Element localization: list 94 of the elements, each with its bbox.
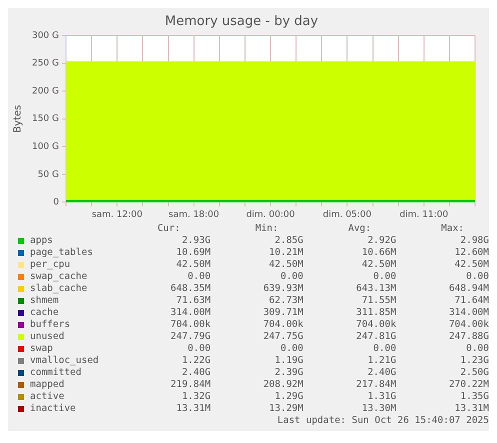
text: 0.00	[279, 271, 304, 283]
text: 648.35M	[170, 283, 211, 295]
text: 0.00	[186, 271, 211, 283]
text: 13.31M	[175, 403, 211, 415]
legend-label: unused	[30, 331, 64, 343]
text: 309.71M	[262, 307, 304, 319]
text: 1.19G	[274, 355, 304, 367]
text: 639.93M	[262, 283, 304, 295]
text: 1.21G	[366, 355, 396, 367]
text: 2.39G	[274, 367, 304, 379]
text: 71.55M	[360, 295, 396, 307]
legend-label: apps	[30, 235, 53, 247]
text: 2.92G	[366, 235, 396, 247]
text: 247.79G	[170, 331, 211, 343]
y-tick-label: 150 G	[32, 114, 60, 124]
text: 643.13M	[355, 283, 396, 295]
text: 42.50M	[175, 259, 211, 271]
text: 219.84M	[170, 379, 211, 391]
legend-label: swap	[30, 343, 53, 355]
text: 13.29M	[268, 403, 304, 415]
text: 71.63M	[175, 295, 211, 307]
text: 704.00k	[262, 319, 304, 331]
legend-label: shmem	[30, 295, 59, 307]
text: 0.00	[372, 343, 396, 355]
x-tick-label: sam. 12:00	[92, 210, 143, 220]
text: 0.00	[465, 271, 489, 283]
text: 648.94M	[448, 283, 489, 295]
legend-label: cache	[30, 307, 59, 319]
text: Avg:	[347, 223, 372, 235]
text: 270.22M	[448, 379, 489, 391]
legend-label: page_tables	[30, 247, 93, 259]
y-tick-label: 100 G	[32, 142, 60, 152]
legend-label: buffers	[30, 319, 70, 331]
text: 247.81G	[355, 331, 396, 343]
text: 0.00	[279, 343, 304, 355]
text: 1.29G	[274, 391, 304, 403]
text: 2.40G	[180, 367, 211, 379]
y-tick-label: 0	[53, 198, 60, 208]
chart-title: Memory usage - by day	[164, 14, 318, 30]
text: 2.85G	[274, 235, 304, 247]
legend-label: vmalloc_used	[30, 355, 99, 367]
text: Last update: Sun Oct 26 15:40:07 2025	[276, 415, 489, 427]
x-tick-label: dim. 11:00	[400, 210, 448, 220]
x-tick-label: dim. 00:00	[246, 210, 296, 220]
text: 704.00k	[448, 319, 489, 331]
text: 217.84M	[355, 379, 396, 391]
text: 2.40G	[366, 367, 396, 379]
text: 13.30M	[360, 403, 396, 415]
text: 247.75G	[262, 331, 304, 343]
text: 2.93G	[180, 235, 211, 247]
text: 42.50M	[454, 259, 489, 271]
legend-label: inactive	[30, 403, 76, 415]
text: 1.32G	[180, 391, 211, 403]
y-tick-label: 300 G	[32, 30, 60, 41]
text: 311.85M	[355, 307, 396, 319]
text: 1.31G	[366, 391, 396, 403]
legend-label: per_cpu	[30, 259, 70, 271]
text: 1.22G	[180, 355, 211, 367]
y-tick-label: 250 G	[32, 58, 60, 69]
y-tick-label: 50 G	[38, 170, 60, 180]
text: Cur:	[156, 223, 182, 235]
text: 704.00k	[355, 319, 396, 331]
x-tick-label: dim. 05:00	[322, 210, 372, 220]
text: 12.60M	[454, 247, 489, 259]
text: 208.92M	[262, 379, 304, 391]
text: 42.50M	[268, 259, 304, 271]
text: 0.00	[465, 343, 489, 355]
legend-label: active	[30, 391, 64, 403]
text: 13.31M	[454, 403, 489, 415]
x-tick-label: sam. 18:00	[168, 210, 220, 220]
text: Min:	[254, 223, 280, 235]
text: 1.35G	[459, 391, 489, 403]
text: 1.23G	[459, 355, 489, 367]
text: 2.50G	[459, 367, 489, 379]
legend-label: slab_cache	[30, 283, 88, 295]
text: 10.21M	[268, 247, 304, 259]
text: 314.00M	[448, 307, 489, 319]
text: 62.73M	[268, 295, 304, 307]
text: 10.66M	[360, 247, 396, 259]
text: 42.50M	[360, 259, 396, 271]
text: 314.00M	[170, 307, 211, 319]
y-tick-label: 200 G	[32, 86, 60, 96]
text: 71.64M	[454, 295, 489, 307]
legend-label: swap_cache	[30, 271, 88, 283]
legend-label: mapped	[30, 379, 64, 391]
text: 247.88G	[448, 331, 489, 343]
text: 10.69M	[175, 247, 211, 259]
text: 0.00	[372, 271, 396, 283]
legend-label: committed	[30, 367, 82, 379]
y-axis-title: Bytes	[12, 104, 24, 133]
text: Max:	[440, 223, 466, 235]
text: 704.00k	[170, 319, 211, 331]
text: 2.98G	[459, 235, 489, 247]
text: 0.00	[186, 343, 211, 355]
